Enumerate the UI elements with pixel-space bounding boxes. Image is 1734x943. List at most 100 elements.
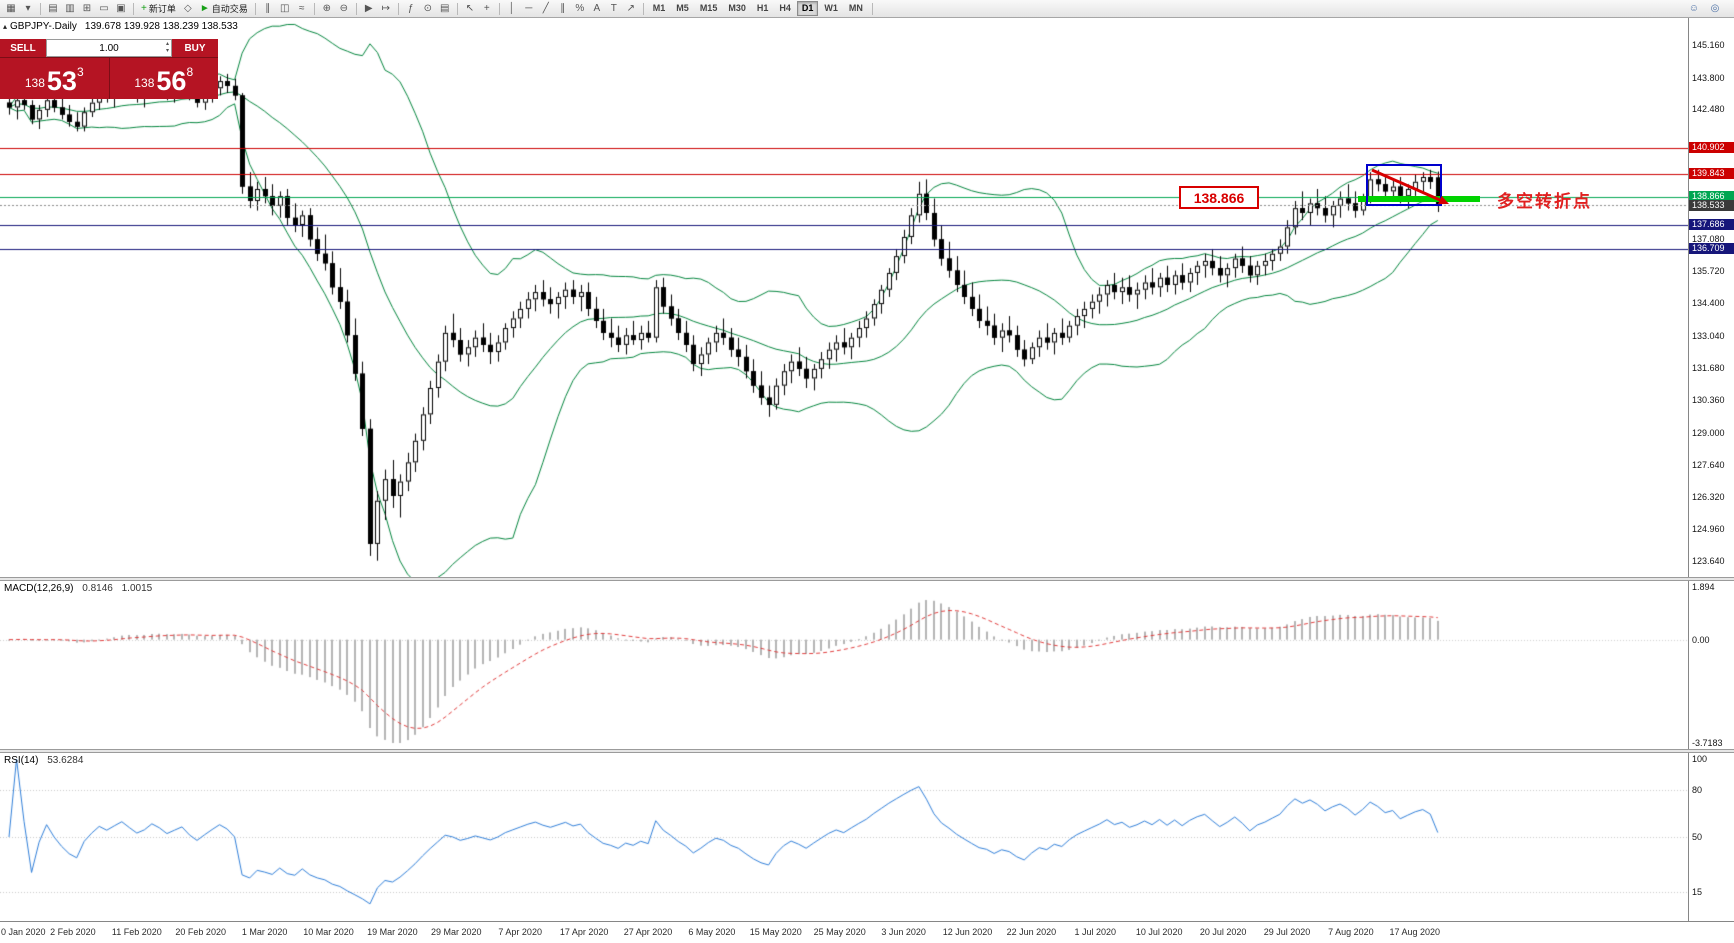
label-button[interactable]: T <box>606 1 622 16</box>
indicators-button-icon: ƒ <box>408 3 414 14</box>
volume-spinner[interactable]: ▴ ▾ <box>166 41 169 55</box>
date-label: 20 Feb 2020 <box>175 927 226 937</box>
rsi-canvas[interactable] <box>0 753 1688 921</box>
date-label: 12 Jun 2020 <box>942 927 993 937</box>
market-watch-button[interactable]: ▤ <box>45 1 61 16</box>
sell-price-base: 138 <box>24 76 45 90</box>
date-label: 15 May 2020 <box>749 927 802 937</box>
trendline-button-icon: ╱ <box>542 3 549 14</box>
market-watch-button-icon: ▤ <box>48 3 58 14</box>
vertical-line-button[interactable]: │ <box>504 1 520 16</box>
candlestick-button[interactable]: ◫ <box>277 1 293 16</box>
crosshair-button-icon: + <box>483 3 490 14</box>
buy-price-button[interactable]: 138 56 8 <box>109 58 218 99</box>
indicators-button[interactable]: ƒ <box>403 1 419 16</box>
toolbar-right: ☺ ◎ <box>1686 1 1723 16</box>
date-label: 17 Aug 2020 <box>1389 927 1441 937</box>
spinner-up-icon[interactable]: ▴ <box>165 41 169 47</box>
price-level-label: 139.843 <box>1689 167 1734 179</box>
toolbar-separator <box>355 2 357 15</box>
date-axis: 0 Jan 2020 2 Feb 2020 11 Feb 2020 20 Feb 20… <box>0 921 1734 943</box>
toolbar-separator <box>254 2 256 15</box>
price-chart-area[interactable]: ▴ GBPJPY-.Daily 139.678 139.928 138.239 13… <box>0 18 1734 577</box>
periods-button[interactable]: ⊙ <box>420 1 436 16</box>
strategy-tester-button[interactable]: ▣ <box>113 1 129 16</box>
ohlc-values: 139.678 139.928 138.239 138.533 <box>84 21 238 32</box>
templates-button-icon: ▤ <box>440 3 450 14</box>
toolbar-separator <box>642 2 644 15</box>
crosshair-button[interactable]: + <box>479 1 495 16</box>
autotrade-button[interactable]: ► 自动交易 <box>197 1 251 16</box>
text-button[interactable]: A <box>589 1 605 16</box>
rsi-axis-label: 50 <box>1692 832 1703 842</box>
zoom-out-button[interactable]: ⊖ <box>336 1 352 16</box>
arrows-button-icon: ↗ <box>626 3 635 14</box>
price-axis-label: 143.800 <box>1692 72 1725 83</box>
price-axis-label: 142.480 <box>1692 104 1725 115</box>
timeframe-w1[interactable]: W1 <box>824 3 838 13</box>
price-axis-label: 133.040 <box>1692 330 1725 341</box>
terminal-button[interactable]: ▭ <box>96 1 112 16</box>
spinner-down-icon[interactable]: ▾ <box>165 48 169 54</box>
price-chart-canvas[interactable] <box>0 18 1688 577</box>
sell-button[interactable]: SELL <box>0 39 46 57</box>
date-label: 17 Apr 2020 <box>559 927 609 937</box>
panel-splitter[interactable] <box>0 577 1734 581</box>
timeframe-h4[interactable]: H4 <box>779 3 791 13</box>
metaeditor-button-icon: ◇ <box>184 3 192 14</box>
metaeditor-button[interactable]: ◇ <box>180 1 196 16</box>
rsi-panel[interactable]: RSI(14) 53.6284 100 80 50 15 <box>0 753 1734 921</box>
macd-name: MACD(12,26,9) <box>4 583 74 594</box>
data-window-button-icon: ▥ <box>65 3 75 14</box>
volume-input[interactable]: 1.00 ▴ ▾ <box>46 39 172 57</box>
new-chart-button[interactable]: ▦ <box>3 1 19 16</box>
community-icon[interactable]: ☺ <box>1688 3 1699 14</box>
arrows-button[interactable]: ↗ <box>623 1 639 16</box>
timeframe-d1[interactable]: D1 <box>796 1 819 16</box>
collapse-icon[interactable]: ▴ <box>3 22 8 31</box>
fibonacci-button[interactable]: % <box>572 1 588 16</box>
price-axis-label: 145.160 <box>1692 40 1725 51</box>
horizontal-line-button[interactable]: ─ <box>521 1 537 16</box>
timeframe-m5[interactable]: M5 <box>676 3 689 13</box>
channel-button[interactable]: ∥ <box>555 1 571 16</box>
chart-shift-button[interactable]: ↦ <box>378 1 394 16</box>
sell-price-button[interactable]: 138 53 3 <box>0 58 109 99</box>
rsi-axis: 100 80 50 15 <box>1688 753 1734 921</box>
macd-canvas[interactable] <box>0 581 1688 749</box>
timeframe-m15[interactable]: M15 <box>699 3 718 13</box>
search-icon[interactable]: ◎ <box>1710 3 1720 14</box>
macd-panel[interactable]: MACD(12,26,9) 0.8146 1.0015 1.894 0.00 -3.… <box>0 581 1734 749</box>
timeframe-h1[interactable]: H1 <box>756 3 769 13</box>
cursor-button[interactable]: ↖ <box>462 1 478 16</box>
panel-splitter[interactable] <box>0 749 1734 753</box>
timeframe-m1[interactable]: M1 <box>652 3 666 13</box>
date-label: 10 Jul 2020 <box>1135 927 1183 937</box>
navigator-button[interactable]: ⊞ <box>79 1 95 16</box>
auto-scroll-button-icon: ▶ <box>364 3 373 14</box>
buy-price-big: 56 <box>156 66 187 96</box>
trendline-button[interactable]: ╱ <box>538 1 554 16</box>
date-label: 2 Feb 2020 <box>50 927 96 937</box>
date-label: 0 Jan 2020 <box>1 927 46 937</box>
data-window-button[interactable]: ▥ <box>62 1 78 16</box>
price-level-label: 138.866 <box>1689 190 1734 202</box>
profiles-button[interactable]: ▾ <box>20 1 36 16</box>
bar-chart-button-icon: ∥ <box>265 3 271 14</box>
one-click-trade-panel: SELL 1.00 ▴ ▾ BUY 138 53 3 138 <box>0 39 218 99</box>
timeframe-m30[interactable]: M30 <box>728 3 746 13</box>
macd-axis-label: 0.00 <box>1692 634 1710 645</box>
buy-button[interactable]: BUY <box>172 39 218 57</box>
line-chart-button[interactable]: ≈ <box>294 1 310 16</box>
auto-scroll-button[interactable]: ▶ <box>361 1 377 16</box>
new-order-button[interactable]: + 新订单 <box>138 1 179 16</box>
buy-price-base: 138 <box>134 76 155 90</box>
zoom-in-button[interactable]: ⊕ <box>319 1 335 16</box>
timeframe-mn[interactable]: MN <box>848 3 863 13</box>
zoom-in-button-icon: ⊕ <box>322 3 331 14</box>
macd-signal-value: 1.0015 <box>121 583 153 594</box>
macd-label: MACD(12,26,9) 0.8146 1.0015 <box>4 583 152 594</box>
templates-button[interactable]: ▤ <box>437 1 453 16</box>
bar-chart-button[interactable]: ∥ <box>260 1 276 16</box>
